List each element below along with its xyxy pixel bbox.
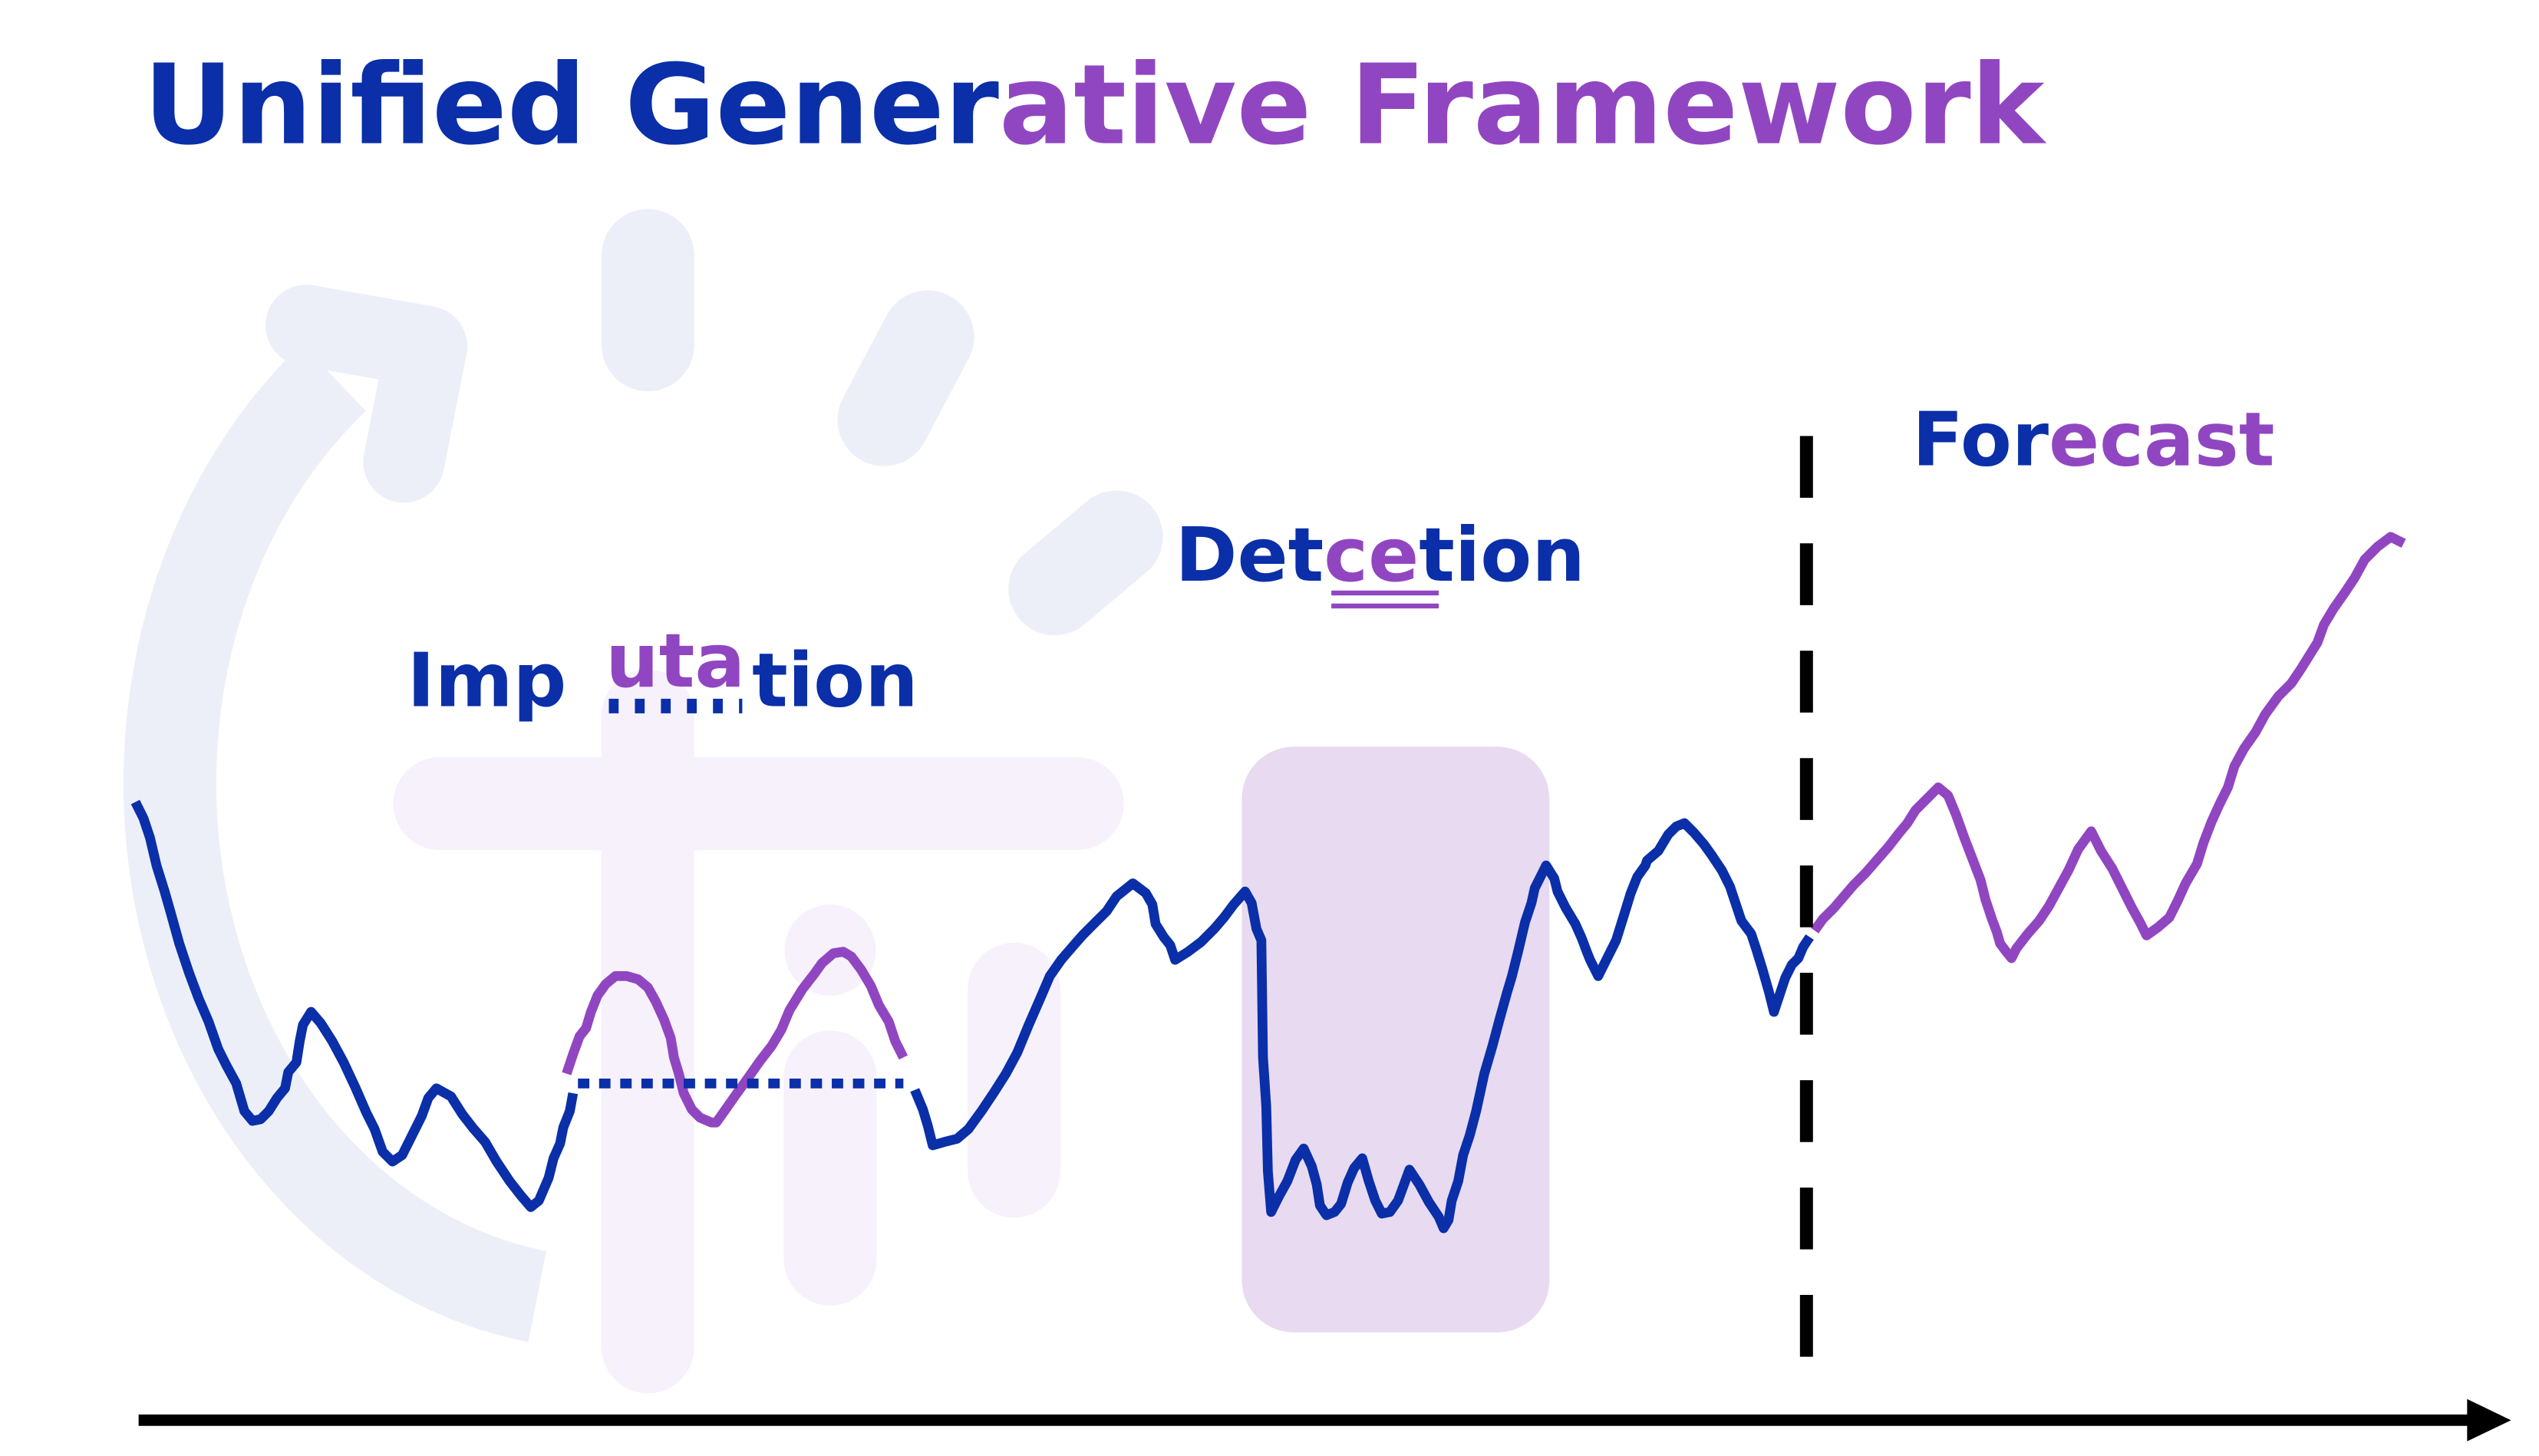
detection-highlight-box (1241, 746, 1550, 1332)
title-blue-part: Unified Gener (143, 41, 999, 170)
imputation-label-a: Imp (407, 637, 567, 724)
time-axis-arrowhead-icon (2467, 1398, 2511, 1441)
page-title: Unified Generative Framework (143, 41, 2047, 170)
detection-double-underline (1331, 603, 1439, 609)
background-decoration (124, 209, 1163, 1394)
spinner-tick-icon (837, 290, 974, 466)
detection-label-text: Detcetion (1176, 512, 1585, 599)
refresh-arrowhead-icon (265, 285, 468, 503)
imputation-label-c: tion (752, 637, 918, 724)
forecast-label: Forecast (1912, 397, 2274, 484)
time-series (130, 532, 2406, 1234)
spinner-tick-icon (1008, 490, 1163, 636)
series-observed-segment-1 (130, 799, 579, 1212)
series-observed-segment-2 (910, 818, 1814, 1234)
series-forecast-segment (1810, 532, 2406, 964)
detection-label: Detcetion (1176, 512, 1585, 609)
refresh-arc-icon (124, 344, 546, 1342)
title-purple-part: ative Framework (999, 41, 2047, 170)
imputation-label-b: uta (605, 618, 745, 705)
detection-double-underline (1331, 590, 1439, 596)
series-imputed-segment (562, 947, 908, 1128)
imputation-label: Imp uta tion (407, 618, 918, 724)
